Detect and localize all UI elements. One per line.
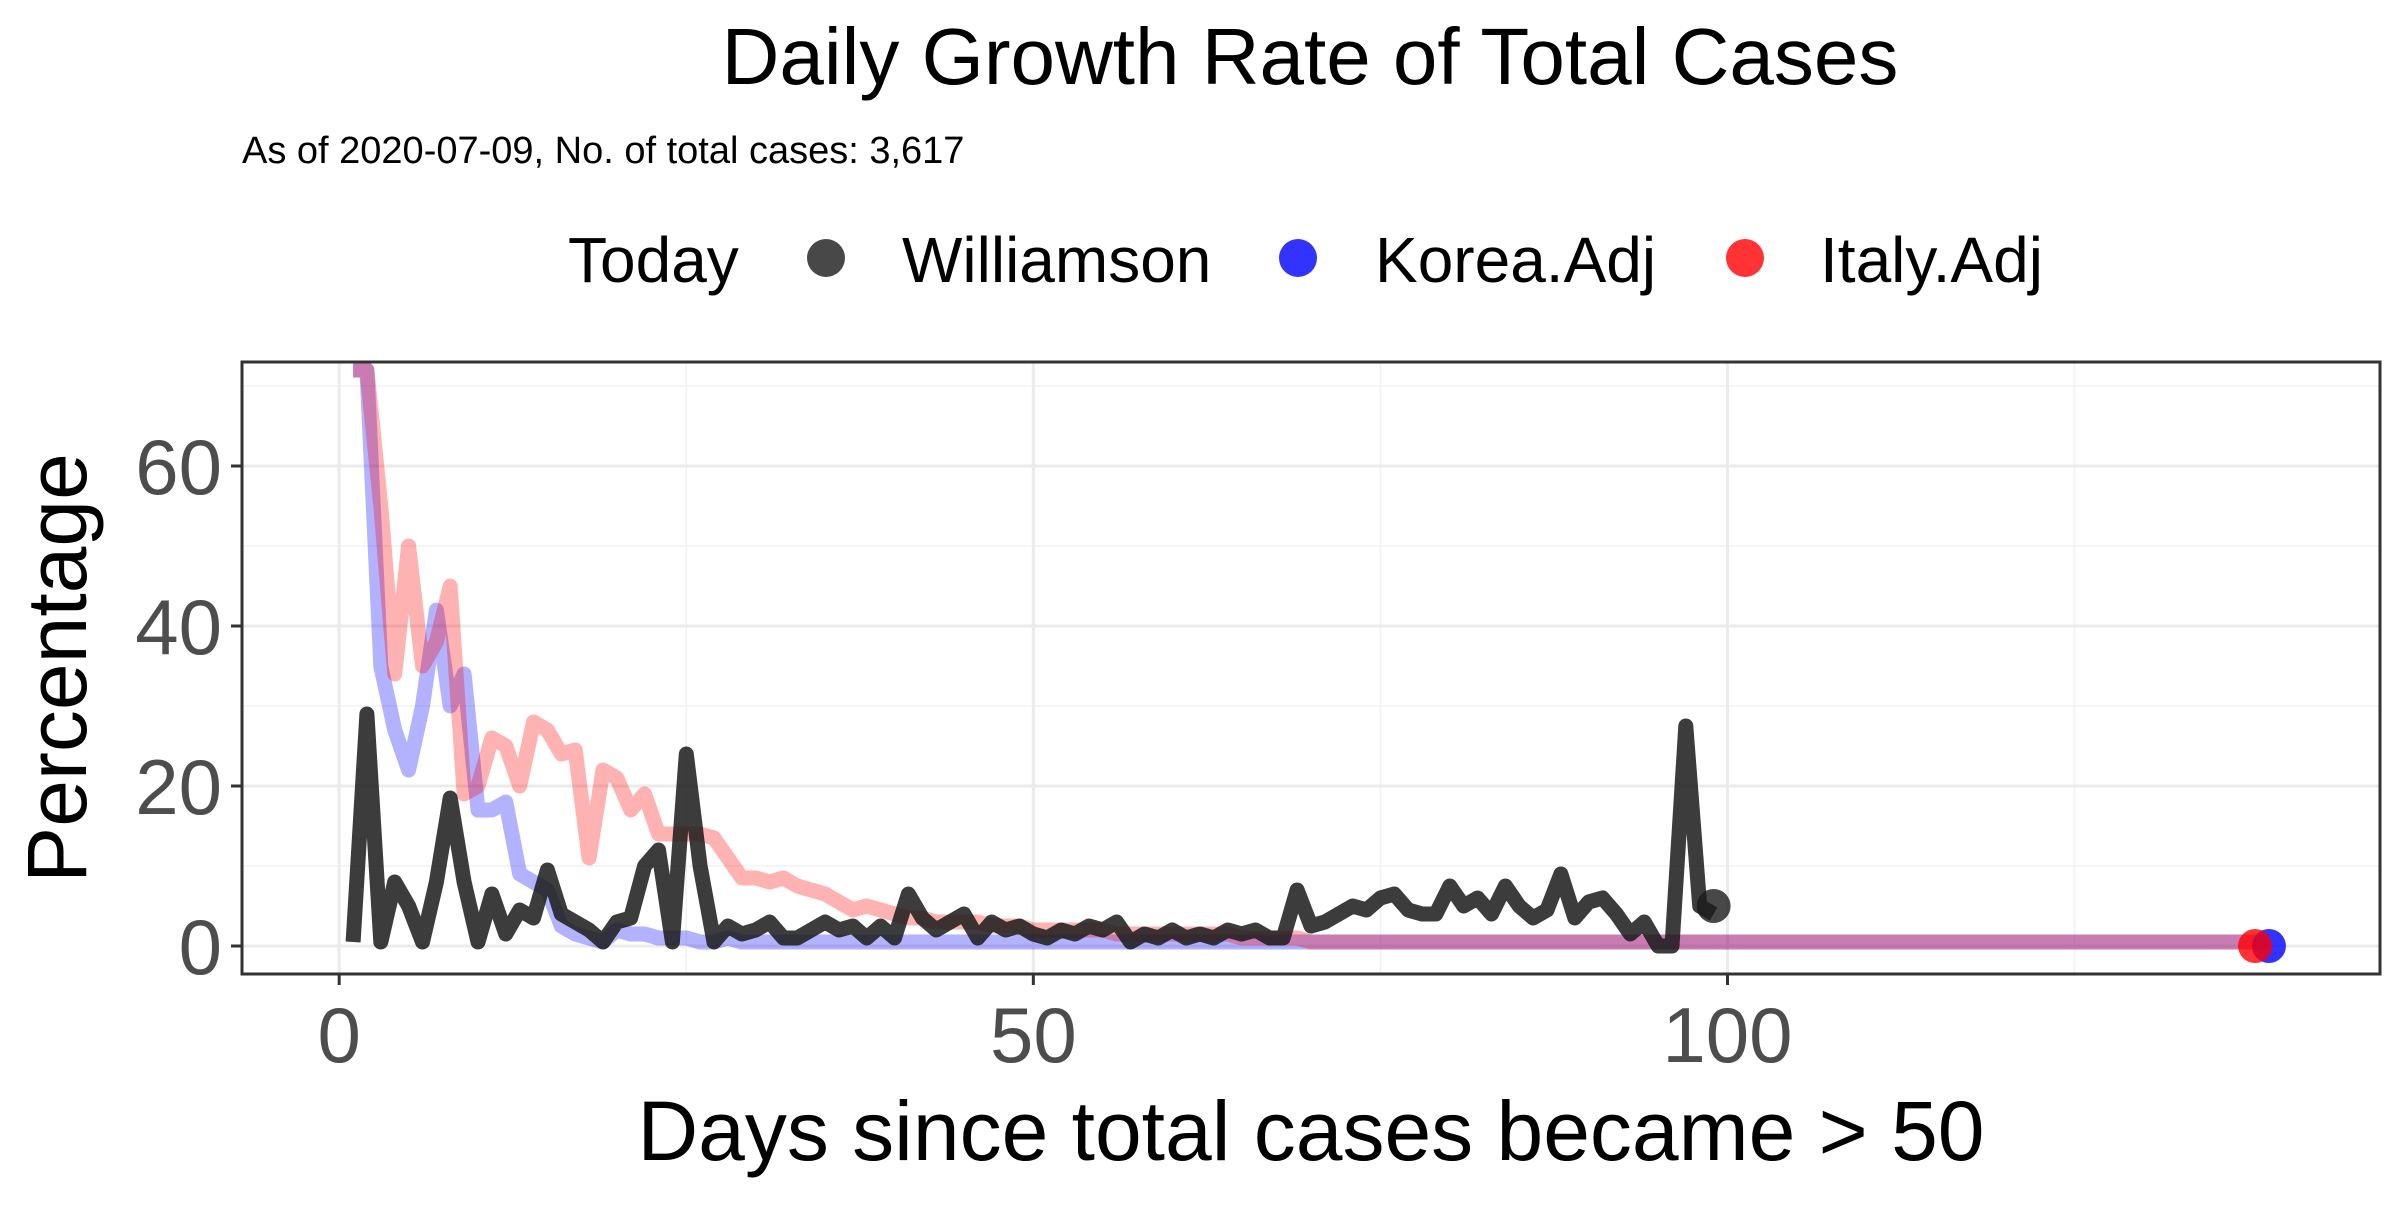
- y-tick-label: 0: [179, 903, 222, 991]
- y-tick-label: 60: [135, 423, 222, 511]
- legend-items: Williamson Korea.Adj Italy.Adj: [807, 224, 2043, 296]
- x-tick-label: 100: [1662, 991, 1792, 1079]
- legend-title: Today: [568, 224, 739, 296]
- legend-key-italy-adj: [1726, 239, 1764, 277]
- legend-label-italy-adj: Italy.Adj: [1820, 224, 2043, 296]
- series-layer: [345, 362, 2269, 954]
- legend-key-williamson: [807, 239, 845, 277]
- y-axis-title: Percentage: [10, 453, 104, 883]
- legend-label-williamson: Williamson: [902, 224, 1211, 296]
- legend-label-korea-adj: Korea.Adj: [1375, 224, 1656, 296]
- series-line-williamson: [345, 706, 1718, 954]
- today-point-italy-adj: [2238, 929, 2273, 963]
- x-axis: 0 50 100: [317, 974, 1793, 1079]
- panel-border: [240, 360, 2382, 976]
- y-tick-label: 40: [135, 583, 222, 671]
- today-points-layer: [1696, 889, 2286, 963]
- x-axis-title: Days since total cases became > 50: [637, 1084, 1984, 1178]
- legend-key-korea-adj: [1279, 239, 1317, 277]
- grid-minor-lines: [242, 362, 2380, 974]
- y-axis: 0 20 40 60: [135, 423, 242, 991]
- legend: Today Williamson Korea.Adj Italy.Adj: [568, 224, 2043, 296]
- chart-subtitle: As of 2020-07-09, No. of total cases: 3,…: [242, 130, 964, 172]
- series-line-korea-adj: [353, 362, 2269, 950]
- x-tick-label: 50: [990, 991, 1077, 1079]
- series-line-italy-adj: [353, 362, 2256, 950]
- grid-major-lines: [242, 362, 2380, 974]
- y-tick-label: 20: [135, 743, 222, 831]
- today-point-williamson: [1696, 889, 1731, 923]
- x-tick-label: 0: [317, 991, 360, 1079]
- chart-title: Daily Growth Rate of Total Cases: [722, 12, 1899, 101]
